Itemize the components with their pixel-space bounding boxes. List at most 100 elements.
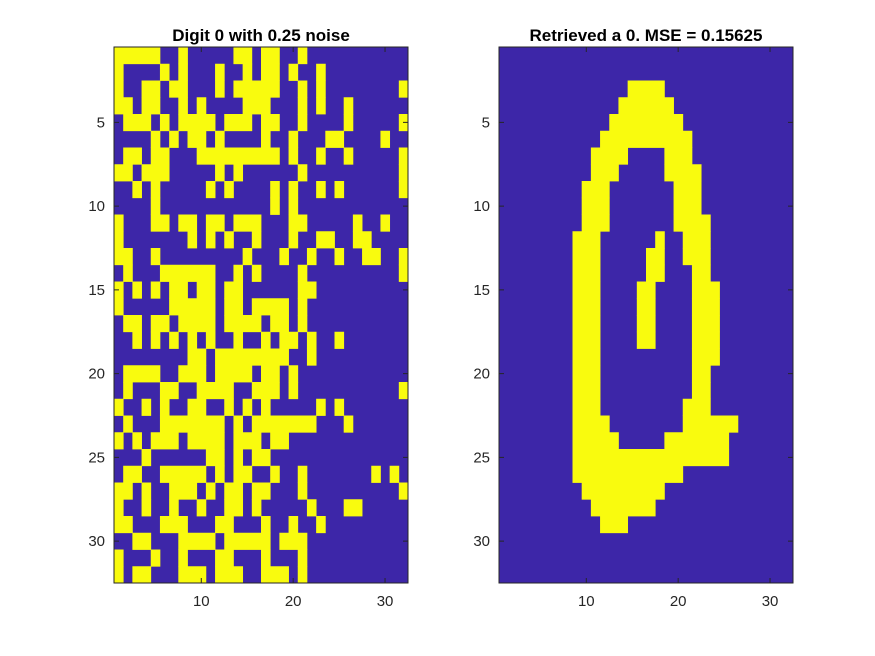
heatmap-cell <box>288 63 299 81</box>
heatmap-cell <box>242 248 253 266</box>
heatmap-cell <box>251 482 271 500</box>
heatmap-cell <box>178 549 188 567</box>
heatmap-cell <box>224 114 253 132</box>
heatmap-cell <box>251 382 280 400</box>
heatmap-cell <box>261 516 271 534</box>
heatmap-cell <box>646 248 665 266</box>
heatmap-cell <box>297 114 308 132</box>
heatmap-cell <box>581 214 610 232</box>
heatmap-cell <box>600 516 629 534</box>
heatmap-cell <box>590 164 619 182</box>
heatmap-cell <box>572 264 601 282</box>
heatmap-cell <box>215 516 234 534</box>
heatmap-cell <box>398 164 409 182</box>
heatmap-cell <box>398 248 409 266</box>
heatmap-cell <box>288 382 299 400</box>
heatmap-cell <box>297 47 308 65</box>
heatmap-cell <box>251 499 262 517</box>
heatmap-cell <box>636 281 656 299</box>
heatmap-cell <box>572 348 601 366</box>
y-tick-label: 15 <box>88 282 105 299</box>
heatmap-cell <box>178 315 216 333</box>
heatmap-cell <box>297 97 308 115</box>
heatmap-cell <box>224 532 271 550</box>
heatmap-cell <box>178 532 216 550</box>
heatmap-cell <box>150 181 161 199</box>
heatmap-cell <box>187 331 198 349</box>
heatmap-cell <box>261 549 271 567</box>
heatmap-cell <box>114 248 133 266</box>
heatmap-cell <box>132 532 152 550</box>
heatmap-cell <box>343 147 354 165</box>
heatmap-cell <box>270 181 280 199</box>
heatmap-cell <box>196 281 216 299</box>
heatmap-cell <box>297 549 308 567</box>
panel-noisy-digit-title: Digit 0 with 0.25 noise <box>172 26 350 45</box>
heatmap-cell <box>114 432 124 450</box>
heatmap-cell <box>691 264 711 282</box>
heatmap-cell <box>233 164 244 182</box>
heatmap-cell <box>215 164 225 182</box>
heatmap-cell <box>114 566 124 584</box>
heatmap-cell <box>159 382 179 400</box>
heatmap-cell <box>187 231 198 249</box>
heatmap-cell <box>352 231 372 249</box>
heatmap-cell <box>352 214 363 232</box>
heatmap-cell <box>178 97 188 115</box>
heatmap-cell <box>316 516 326 534</box>
heatmap-cell <box>343 114 354 132</box>
y-tick-label: 5 <box>482 114 490 131</box>
heatmap-cell <box>288 365 299 383</box>
heatmap-cell <box>224 315 262 333</box>
heatmap-cell <box>205 231 216 249</box>
heatmap-cell <box>691 365 711 383</box>
heatmap-cell <box>114 231 124 249</box>
y-tick-label: 10 <box>473 198 490 215</box>
heatmap-cell <box>150 281 161 299</box>
heatmap-cell <box>261 130 271 148</box>
heatmap-cell <box>178 47 188 65</box>
heatmap-cell <box>251 415 317 433</box>
heatmap-cell <box>691 315 720 333</box>
heatmap-cell <box>261 47 280 65</box>
heatmap-cell <box>123 147 142 165</box>
heatmap-cell <box>691 281 720 299</box>
heatmap-cell <box>169 130 179 148</box>
heatmap-cell <box>288 231 299 249</box>
heatmap-cell <box>398 382 409 400</box>
heatmap-cell <box>572 465 684 483</box>
heatmap-cell <box>316 147 326 165</box>
heatmap-cell <box>205 449 225 467</box>
heatmap-cell <box>150 248 161 266</box>
heatmap-cell <box>159 415 225 433</box>
heatmap-cell <box>169 80 188 98</box>
retrieved-digit-axes-box <box>498 46 794 584</box>
x-tick-label: 30 <box>377 593 394 610</box>
heatmap-cell <box>141 398 152 416</box>
heatmap-cell <box>600 130 693 148</box>
heatmap-cell <box>114 499 124 517</box>
heatmap-cell <box>398 181 409 199</box>
heatmap-cell <box>114 97 133 115</box>
y-tick-label: 30 <box>88 533 105 550</box>
y-tick-label: 5 <box>97 114 105 131</box>
heatmap-cell <box>297 566 308 584</box>
heatmap-cell <box>334 181 345 199</box>
y-tick-label: 30 <box>473 533 490 550</box>
heatmap-cell <box>297 281 317 299</box>
heatmap-cell <box>316 63 326 81</box>
heatmap-cell <box>132 281 142 299</box>
heatmap-cell <box>590 147 629 165</box>
heatmap-cell <box>297 315 308 333</box>
heatmap-cell <box>150 214 170 232</box>
heatmap-cell <box>270 465 280 483</box>
heatmap-cell <box>141 499 152 517</box>
heatmap-cell <box>664 432 730 450</box>
heatmap-cell <box>334 398 345 416</box>
heatmap-cell <box>114 80 124 98</box>
y-tick-label: 20 <box>473 366 490 383</box>
panel-retrieved-digit-title: Retrieved a 0. MSE = 0.15625 <box>530 26 763 45</box>
heatmap-cell <box>316 97 326 115</box>
heatmap-cell <box>389 465 400 483</box>
